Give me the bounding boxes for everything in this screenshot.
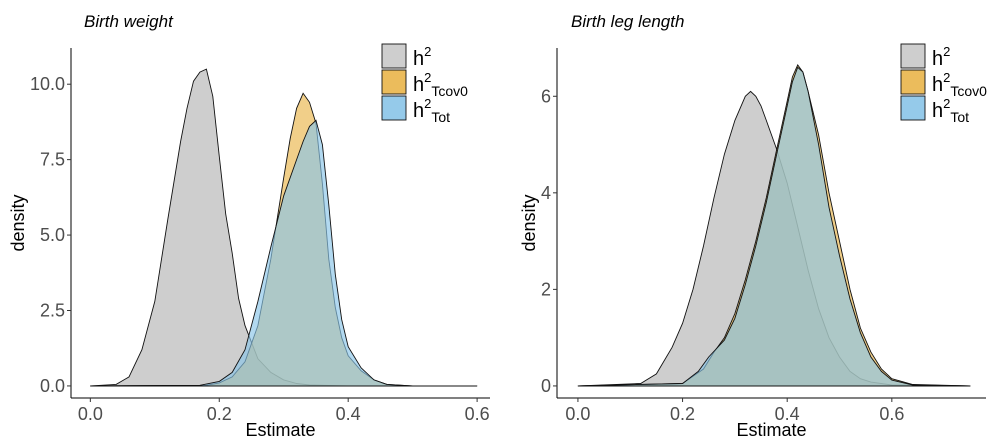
- x-tick-label: 0.6: [465, 404, 490, 424]
- legend-swatch: [381, 95, 407, 121]
- legend-base: h: [413, 100, 424, 122]
- x-axis-label: Estimate: [245, 420, 315, 437]
- legend-superscript: 2: [943, 96, 950, 111]
- y-tick-label: 6: [541, 86, 551, 106]
- y-axis-label: density: [8, 194, 28, 251]
- x-tick-label: 0.4: [775, 404, 800, 424]
- chart-title: Birth weight: [84, 12, 174, 31]
- legend-superscript: 2: [424, 44, 431, 59]
- legend-swatch: [381, 69, 407, 95]
- chart-panel-2: Birth leg length 0.0 0.2 0.4 0.6 0 2 4 6 Estimate…: [519, 12, 987, 437]
- chart-panel-1: Birth weight 0.0 0.2 0.4 0.6 0.0 2.5 5.0 7.5 10.0…: [8, 12, 490, 437]
- chart-title: Birth leg length: [571, 12, 684, 31]
- y-tick-label: 7.5: [40, 150, 65, 170]
- x-tick-label: 0.2: [207, 404, 232, 424]
- legend-base: h: [413, 48, 424, 70]
- x-axis-label: Estimate: [736, 420, 806, 437]
- legend-entry: h2Tot: [932, 96, 969, 125]
- legend-entry: h2: [932, 44, 950, 70]
- y-tick-label: 0.0: [40, 376, 65, 396]
- legend-base: h: [932, 48, 943, 70]
- legend-base: h: [932, 74, 943, 96]
- legend-base: h: [932, 100, 943, 122]
- x-tick-label: 0.2: [670, 404, 695, 424]
- legend-superscript: 2: [943, 70, 950, 85]
- legend-entry: h2Tcov0: [413, 70, 468, 99]
- legend-superscript: 2: [424, 70, 431, 85]
- y-tick-label: 4: [541, 183, 551, 203]
- legend-subscript: Tot: [431, 109, 450, 125]
- y-tick-label: 5.0: [40, 225, 65, 245]
- x-tick-label: 0.0: [565, 404, 590, 424]
- y-tick-label: 10.0: [30, 74, 65, 94]
- legend-swatch: [900, 69, 926, 95]
- legend-entry: h2Tcov0: [932, 70, 987, 99]
- y-tick-label: 2.5: [40, 301, 65, 321]
- legend-swatch: [900, 43, 926, 69]
- x-tick-label: 0.0: [78, 404, 103, 424]
- y-axis-label: density: [519, 194, 539, 251]
- legend-superscript: 2: [424, 96, 431, 111]
- legend-entry: h2: [413, 44, 431, 70]
- legend-base: h: [413, 74, 424, 96]
- legend-swatch: [900, 95, 926, 121]
- legend-subscript: Tcov0: [950, 83, 987, 99]
- y-tick-label: 0: [541, 376, 551, 396]
- y-tick-label: 2: [541, 279, 551, 299]
- x-tick-label: 0.6: [879, 404, 904, 424]
- legend-superscript: 2: [943, 44, 950, 59]
- density-area-h2-tot: [90, 119, 478, 387]
- legend-subscript: Tot: [950, 109, 969, 125]
- legend-entry: h2Tot: [413, 96, 450, 125]
- x-tick-label: 0.4: [336, 404, 361, 424]
- legend-swatch: [381, 43, 407, 69]
- legend-subscript: Tcov0: [431, 83, 468, 99]
- density-area-h2-tot: [577, 66, 971, 387]
